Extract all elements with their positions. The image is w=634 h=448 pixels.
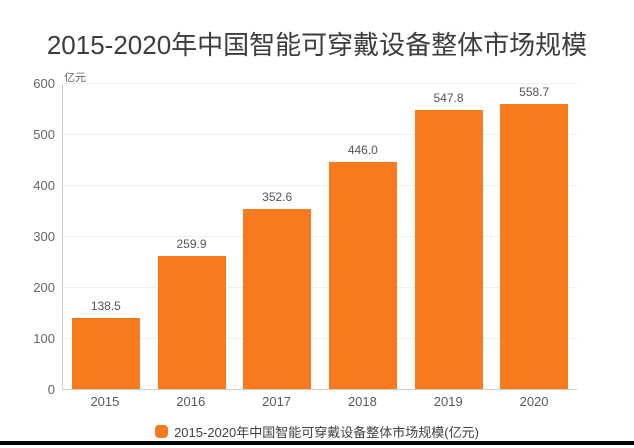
x-axis-tick-label: 2018	[347, 394, 377, 409]
bar-2018	[328, 161, 397, 389]
bar-slot-2019: 547.8	[406, 84, 492, 389]
bar-value-label: 259.9	[176, 237, 207, 252]
bar-slot-2018: 446.0	[320, 84, 406, 389]
x-axis-tick-label: 2015	[90, 394, 120, 409]
y-axis-tick-label: 400	[33, 178, 55, 193]
x-axis-tick-label: 2016	[176, 394, 206, 409]
y-axis-tick-label: 300	[33, 229, 55, 244]
y-axis-tick-label: 500	[33, 127, 55, 142]
bar-slot-2016: 259.9	[149, 84, 235, 389]
y-axis-tick-label: 200	[33, 280, 55, 295]
bar-2019	[414, 109, 483, 389]
bar-2015	[71, 318, 140, 389]
x-axis-tick-label: 2019	[433, 394, 463, 409]
bar-slot-2015: 138.5	[63, 84, 149, 389]
bar-value-label: 558.7	[519, 85, 550, 100]
gridline	[63, 83, 577, 84]
gridline	[63, 185, 577, 186]
legend-label: 2015-2020年中国智能可穿戴设备整体市场规模(亿元)	[174, 425, 479, 440]
y-axis-tick-label: 100	[33, 331, 55, 346]
y-axis-tick-label: 600	[33, 76, 55, 91]
legend: 2015-2020年中国智能可穿戴设备整体市场规模(亿元)	[0, 422, 634, 441]
x-axis-tick-label: 2020	[519, 394, 549, 409]
y-axis-tick-label: 0	[47, 382, 55, 397]
bars-container: 138.5 259.9 352.6 446.0 547.8 558.7	[63, 84, 577, 389]
plot-area: 138.5 259.9 352.6 446.0 547.8 558.7	[62, 83, 577, 390]
bar-2016	[157, 256, 226, 389]
x-axis-tick-labels: 2015 2016 2017 2018 2019 2020	[62, 394, 577, 409]
legend-swatch-icon	[155, 425, 169, 438]
bar-value-label: 138.5	[90, 299, 121, 314]
gridline	[63, 287, 577, 288]
bar-value-label: 352.6	[262, 190, 293, 205]
image-bottom-border	[0, 441, 634, 445]
bar-2017	[243, 209, 312, 389]
gridline	[63, 338, 577, 339]
bar-value-label: 547.8	[433, 90, 464, 105]
bar-slot-2020: 558.7	[491, 84, 577, 389]
bar-slot-2017: 352.6	[234, 84, 320, 389]
y-axis-unit-label: 亿元	[64, 72, 86, 84]
x-axis-tick-label: 2017	[262, 394, 292, 409]
chart-title: 2015-2020年中国智能可穿戴设备整体市场规模	[46, 30, 588, 60]
gridline	[63, 134, 577, 135]
bar-value-label: 446.0	[347, 142, 378, 157]
bar-2020	[500, 104, 569, 389]
gridline	[63, 236, 577, 237]
